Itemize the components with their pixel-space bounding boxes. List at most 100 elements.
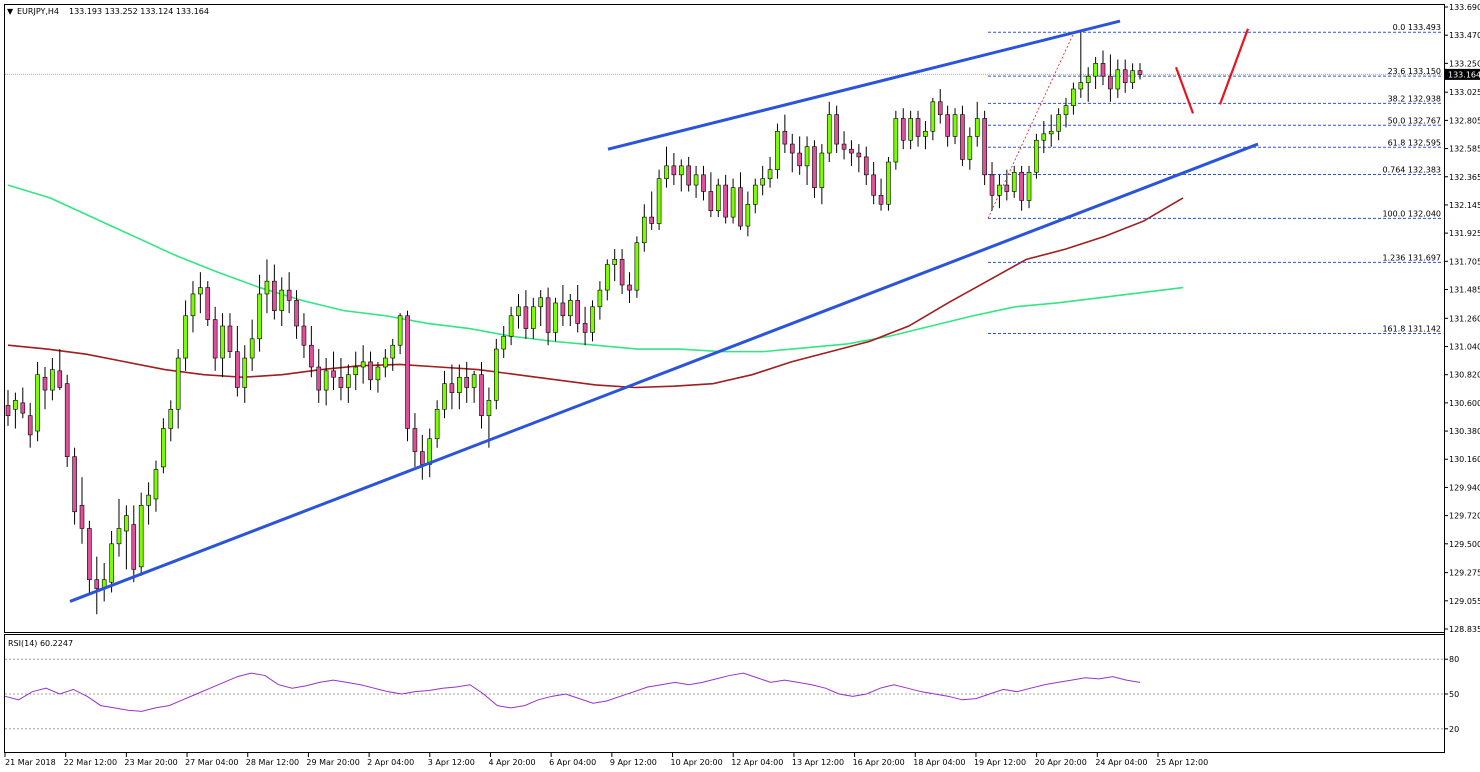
rsi-plot-frame — [4, 634, 1445, 753]
bull-candle — [930, 101, 936, 132]
bull-candle — [109, 543, 114, 583]
bear-candle — [272, 280, 277, 311]
bull-candle — [486, 400, 492, 416]
bull-candle — [153, 469, 159, 500]
fib-level-label: 161.8 131.142 — [1382, 324, 1441, 333]
bull-candle — [353, 366, 359, 375]
price-label: 131.925 — [1449, 229, 1480, 238]
price-label: 133.690 — [1449, 3, 1480, 12]
price-label: 130.160 — [1449, 455, 1480, 464]
bull-candle — [1011, 171, 1017, 192]
price-label: 130.380 — [1449, 427, 1480, 436]
bear-candle — [582, 323, 588, 333]
bull-candle — [641, 216, 647, 244]
forecast-arrows — [1174, 28, 1250, 114]
bear-candle — [212, 319, 218, 359]
bull-candle — [457, 376, 462, 393]
forecast-up-arrow — [1218, 28, 1250, 105]
header-arrow[interactable]: ▼ — [7, 7, 14, 16]
bear-candle — [286, 289, 292, 301]
price-label: 129.720 — [1449, 512, 1480, 521]
bull-candle — [124, 515, 129, 532]
time-label: 6 Apr 04:00 — [549, 758, 596, 767]
price-label: 133.250 — [1449, 59, 1480, 68]
time-label: 13 Apr 12:00 — [792, 758, 844, 767]
resistance-trendline — [607, 19, 1121, 151]
bear-candle — [560, 302, 566, 317]
bull-candle — [161, 428, 166, 468]
bull-candle — [886, 161, 891, 205]
bear-candle — [87, 528, 92, 580]
bear-candle — [856, 152, 862, 158]
time-label: 25 Apr 12:00 — [1156, 758, 1208, 767]
bull-candle — [1026, 171, 1032, 201]
bear-candle — [834, 114, 839, 145]
rsi-level-label: 50 — [1449, 690, 1459, 699]
bull-candle — [242, 357, 248, 388]
bear-candle — [235, 351, 240, 388]
bull-candle — [730, 187, 736, 218]
bull-candle — [264, 280, 270, 295]
bull-candle — [538, 297, 544, 308]
bear-candle — [871, 174, 876, 196]
bull-candle — [804, 146, 810, 167]
time-label: 12 Apr 04:00 — [731, 758, 783, 767]
bull-candle — [323, 370, 329, 391]
bear-candle — [64, 383, 70, 457]
bull-candle — [1093, 63, 1098, 77]
bear-candle — [878, 195, 884, 205]
price-label: 130.820 — [1449, 371, 1480, 380]
fib-level-label: 61.8 132.595 — [1388, 138, 1441, 147]
bull-candle — [1085, 75, 1091, 83]
time-label: 21 Mar 2018 — [5, 758, 56, 767]
fib-level-label: 1.236 131.697 — [1382, 253, 1441, 262]
bull-candle — [952, 114, 958, 137]
header-ohlc: 133.193 133.252 133.124 133.164 — [69, 7, 209, 16]
bear-candle — [449, 383, 455, 393]
bear-candle — [849, 148, 854, 154]
bear-candle — [915, 118, 921, 137]
bear-candle — [782, 130, 788, 145]
bull-candle — [664, 165, 669, 179]
bull-candle — [50, 369, 55, 391]
price-axis: 133.690 133.470 133.250 133.025 132.805 132.5… — [1444, 3, 1480, 634]
candlesticks — [5, 31, 1143, 615]
bear-candle — [1122, 69, 1128, 83]
bull-candle — [678, 165, 684, 176]
bear-candle — [57, 370, 63, 388]
bear-candle — [900, 118, 906, 141]
bull-candle — [257, 293, 262, 340]
bull-candle — [1041, 133, 1047, 141]
ma-fast-line — [7, 184, 1184, 353]
bull-candle — [168, 408, 174, 429]
time-label: 10 Apr 20:00 — [671, 758, 723, 767]
bull-candle — [908, 118, 913, 141]
bear-candle — [575, 300, 580, 324]
bull-candle — [434, 408, 440, 440]
bear-candle — [368, 361, 373, 381]
bull-candle — [590, 306, 595, 333]
time-axis: 21 Mar 2018 22 Mar 12:00 23 Mar 20:00 27 Ma… — [4, 753, 1208, 767]
bear-candle — [464, 376, 470, 388]
time-label: 4 Apr 20:00 — [488, 758, 535, 767]
bull-candle — [183, 315, 188, 359]
ma-slow-line — [7, 197, 1184, 389]
bull-candle — [760, 178, 765, 186]
rsi-level-label: 20 — [1449, 725, 1459, 734]
bear-candle — [1019, 171, 1024, 201]
price-label: 132.585 — [1449, 145, 1480, 154]
bear-candle — [812, 146, 817, 188]
bear-candle — [479, 374, 484, 416]
bull-candle — [397, 315, 403, 346]
bear-candle — [523, 306, 529, 329]
bear-candle — [94, 579, 100, 589]
bull-candle — [634, 242, 640, 291]
bear-candle — [738, 187, 743, 227]
bear-candle — [708, 191, 714, 212]
header-symbol: EURJPY,H4 — [17, 7, 59, 16]
time-label: 2 Apr 04:00 — [367, 758, 414, 767]
bull-candle — [997, 184, 1002, 196]
bear-candle — [338, 376, 344, 388]
bull-candle — [375, 366, 381, 381]
trendlines — [69, 19, 1259, 603]
